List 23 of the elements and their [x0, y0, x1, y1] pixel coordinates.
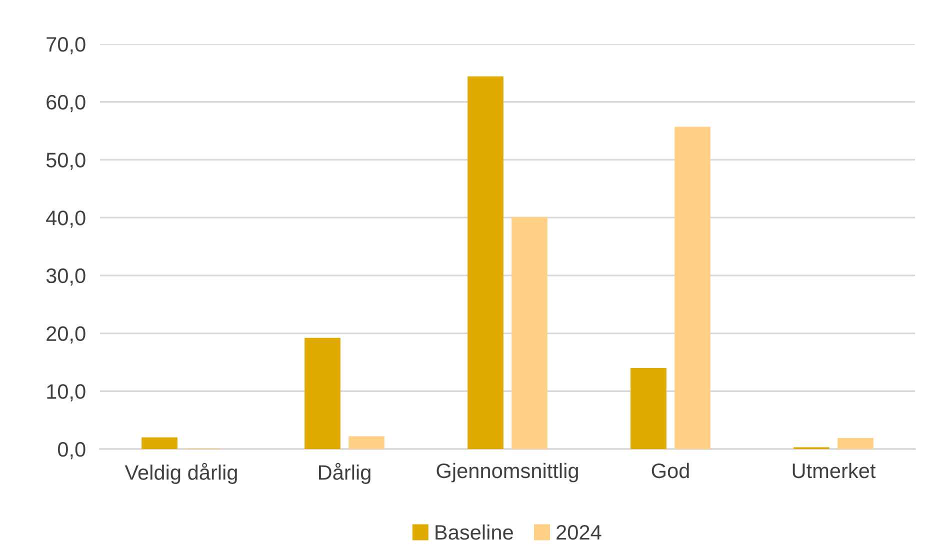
bar — [348, 436, 384, 449]
bar — [512, 216, 548, 449]
x-tick-label: Dårlig — [319, 462, 370, 484]
legend-label: 2024 — [556, 525, 602, 540]
bar — [630, 368, 666, 449]
y-tick-label: 50,0 — [46, 152, 86, 170]
y-tick-label: 70,0 — [46, 37, 86, 54]
y-tick-label: 10,0 — [47, 384, 86, 402]
bar — [304, 338, 340, 449]
y-tick-label: 0,0 — [58, 442, 86, 460]
bar — [468, 76, 504, 449]
legend-label: Baseline — [436, 524, 513, 540]
bar — [142, 437, 178, 449]
x-tick-label: Veldig dårlig — [124, 462, 237, 484]
bar — [838, 438, 874, 449]
y-tick-label: 40,0 — [46, 210, 86, 228]
x-tick-label: God — [652, 462, 689, 478]
y-tick-label: 60,0 — [46, 94, 86, 112]
bar — [674, 126, 710, 449]
y-tick-label: 30,0 — [46, 268, 86, 286]
x-tick-label: Gjennomsnittlig — [436, 462, 578, 482]
y-tick-label: 20,0 — [46, 326, 86, 344]
x-tick-label: Utmerket — [792, 462, 876, 478]
